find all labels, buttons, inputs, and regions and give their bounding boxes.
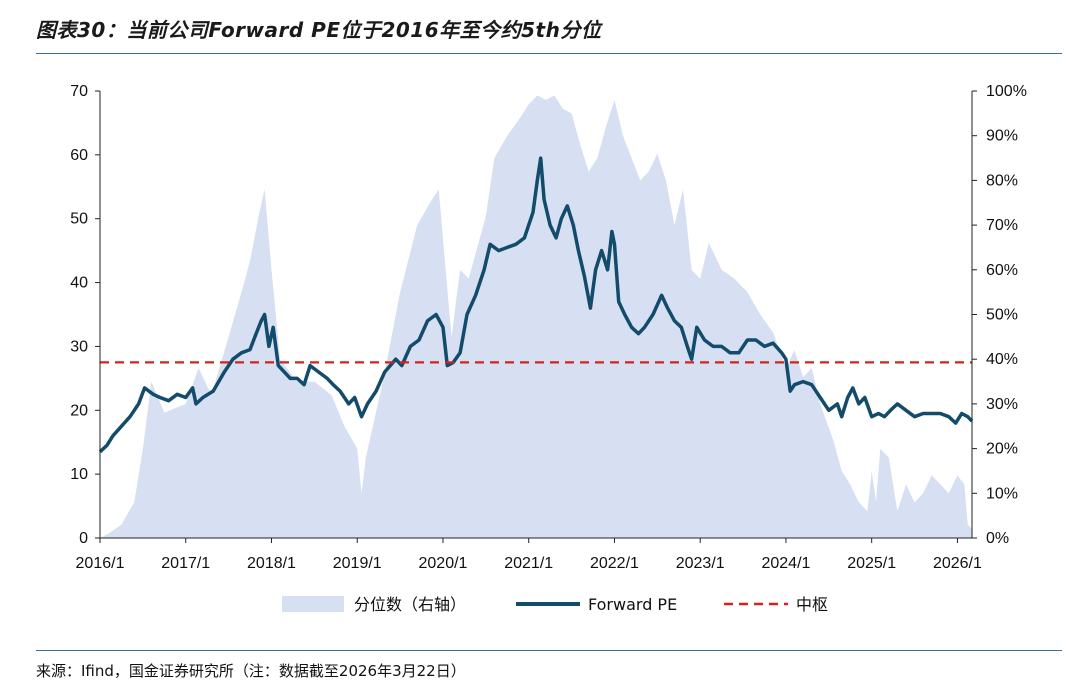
- legend-swatch-percentile: [282, 596, 344, 612]
- left-tick-label: 70: [70, 83, 88, 100]
- left-tick-label: 0: [79, 530, 88, 547]
- forward-pe-chart: 0 10 20 30 40 50 60 70 0% 10% 20% 30% 40% 50% 60% 70% 80…: [70, 83, 1027, 614]
- x-tick-label: 2025/1: [847, 555, 896, 572]
- x-tick-label: 2021/1: [504, 555, 553, 572]
- x-tick-label: 2016/1: [76, 555, 125, 572]
- source-rule: [36, 650, 1062, 651]
- right-tick-label: 40%: [986, 351, 1018, 368]
- legend-label-forward-pe: Forward PE: [588, 595, 677, 614]
- left-tick-label: 40: [70, 275, 88, 292]
- x-tick-label: 2024/1: [761, 555, 810, 572]
- right-tick-label: 30%: [986, 396, 1018, 413]
- left-tick-label: 60: [70, 147, 88, 164]
- left-tick-label: 50: [70, 211, 88, 228]
- x-tick-label: 2023/1: [676, 555, 725, 572]
- x-tick-label: 2017/1: [161, 555, 210, 572]
- source-note: 来源：Ifind，国金证券研究所（注：数据截至2026年3月22日）: [36, 662, 466, 680]
- x-tick-label: 2022/1: [590, 555, 639, 572]
- right-tick-label: 70%: [986, 217, 1018, 234]
- legend-label-median: 中枢: [796, 595, 828, 614]
- right-tick-label: 20%: [986, 441, 1018, 458]
- legend-label-percentile: 分位数（右轴）: [354, 595, 466, 614]
- right-tick-label: 0%: [986, 530, 1009, 547]
- x-tick-label: 2020/1: [419, 555, 468, 572]
- title-rule: [36, 53, 1062, 54]
- forward-pe-line: [98, 156, 974, 454]
- left-tick-label: 20: [70, 402, 88, 419]
- chart-title: 图表30：当前公司Forward PE位于2016年至今约5th分位: [36, 18, 602, 42]
- right-tick-label: 80%: [986, 172, 1018, 189]
- left-tick-label: 30: [70, 338, 88, 355]
- x-tick-label: 2018/1: [247, 555, 296, 572]
- x-tick-label: 2019/1: [333, 555, 382, 572]
- left-tick-label: 10: [70, 466, 88, 483]
- right-tick-label: 10%: [986, 485, 1018, 502]
- x-tick-label: 2026/1: [933, 555, 982, 572]
- right-tick-label: 50%: [986, 307, 1018, 324]
- right-tick-label: 60%: [986, 262, 1018, 279]
- right-tick-label: 90%: [986, 128, 1018, 145]
- right-tick-label: 100%: [986, 83, 1027, 100]
- percentile-area: [100, 95, 972, 538]
